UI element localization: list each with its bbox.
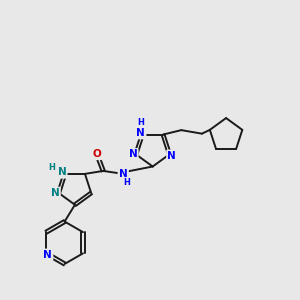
Text: N: N [51,188,59,198]
Text: O: O [92,149,101,159]
Text: N: N [58,167,66,177]
Text: H: H [48,163,55,172]
Text: H: H [123,178,130,187]
Text: N: N [129,149,137,159]
Text: N: N [43,250,52,260]
Text: N: N [167,151,176,161]
Text: H: H [137,118,144,127]
Text: N: N [119,169,128,179]
Text: N: N [136,128,145,138]
